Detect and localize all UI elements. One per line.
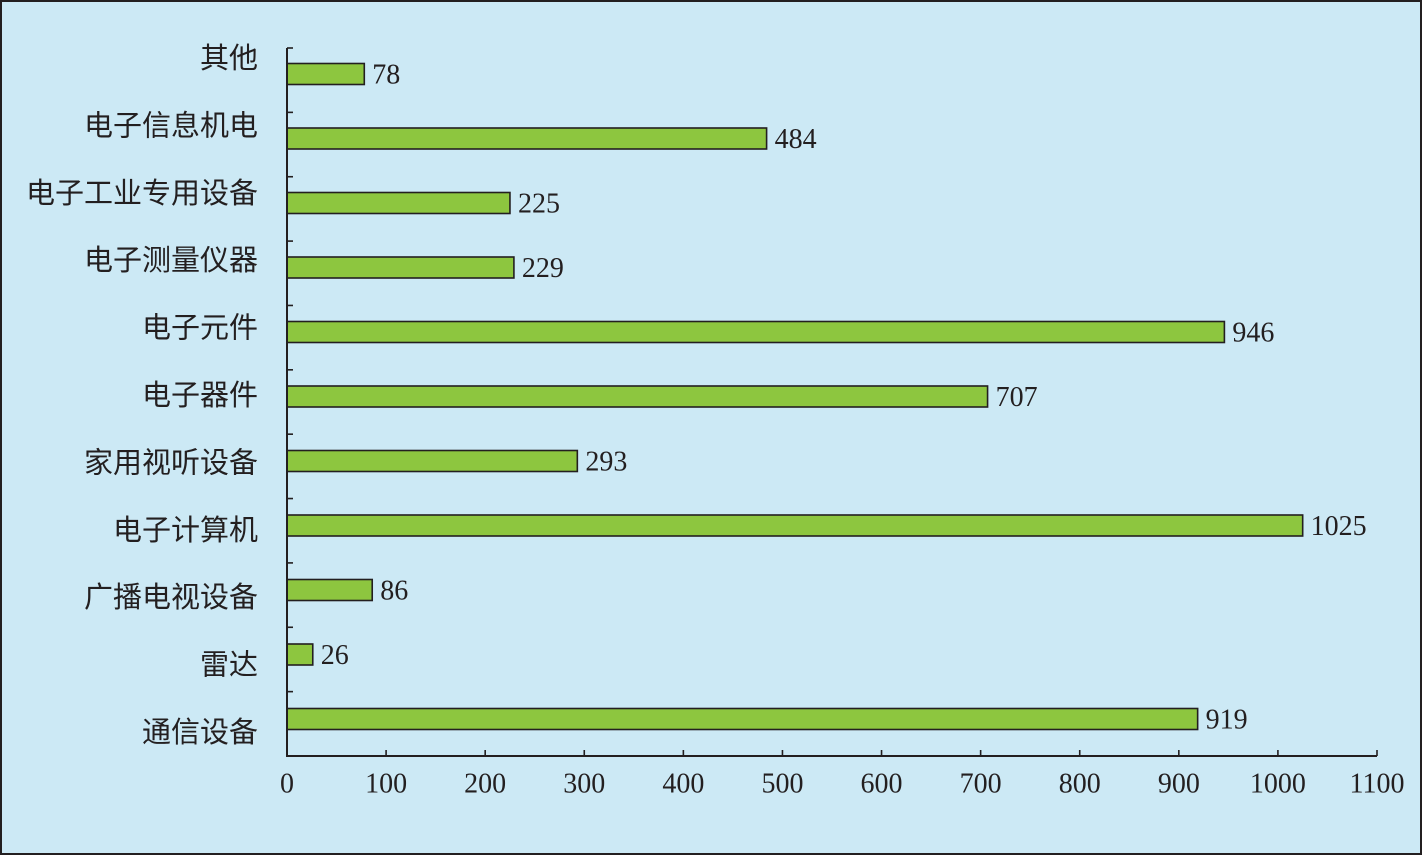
category-label-8: 电子计算机 [113,514,258,547]
value-label-4: 229 [522,253,564,284]
category-label-7: 家用视听设备 [84,446,258,479]
x-tick-label-5: 500 [761,769,803,800]
category-label-10: 雷达 [200,649,258,682]
x-tick-label-10: 1000 [1250,769,1306,800]
category-label-2: 电子信息机电 [84,109,258,142]
value-label-10: 26 [321,640,349,671]
bar-11 [286,707,1199,731]
bar-4 [286,256,515,279]
value-label-11: 919 [1206,705,1248,736]
value-label-2: 484 [775,124,817,155]
x-tick-label-7: 700 [960,769,1002,800]
category-label-6: 电子器件 [142,379,258,412]
category-label-5: 电子元件 [142,312,258,345]
bar-5 [286,320,1226,344]
bar-1 [286,62,366,86]
value-label-7: 293 [585,447,627,478]
bar-3 [286,191,511,215]
x-axis-tick-labels: 0 100 200 300 400 500 600 700 800 900 1000 1100 [280,769,1404,800]
value-labels: 78 484 225 229 946 707 293 1025 86 26 919 [321,60,1367,736]
x-tick-label-8: 800 [1059,769,1101,800]
category-label-4: 电子测量仪器 [84,244,258,277]
bar-7 [286,449,579,473]
x-tick-label-1: 100 [365,769,407,800]
bar-6 [286,385,989,408]
value-label-6: 707 [996,382,1038,413]
value-label-5: 946 [1232,318,1274,349]
category-labels: 其他电子信息机电电子工业专用设备电子测量仪器电子元件电子器件家用视听设备电子计算… [26,42,258,749]
category-label-1: 其他 [200,42,258,75]
category-label-11: 通信设备 [142,716,258,749]
bar-9 [286,578,374,602]
x-tick-label-9: 900 [1158,769,1200,800]
value-label-8: 1025 [1311,511,1367,542]
x-tick-label-0: 0 [280,769,294,800]
value-label-3: 225 [518,189,560,220]
bar-10 [286,643,314,666]
x-tick-label-11: 1100 [1350,769,1405,800]
value-label-9: 86 [380,576,408,607]
x-tick-label-2: 200 [464,769,506,800]
category-label-3: 电子工业专用设备 [26,177,258,210]
bar-2 [286,127,768,150]
category-label-9: 广播电视设备 [84,581,258,614]
bar-8 [286,514,1304,537]
x-tick-label-4: 400 [662,769,704,800]
x-tick-label-3: 300 [563,769,605,800]
x-tick-label-6: 600 [861,769,903,800]
value-label-1: 78 [372,60,400,91]
